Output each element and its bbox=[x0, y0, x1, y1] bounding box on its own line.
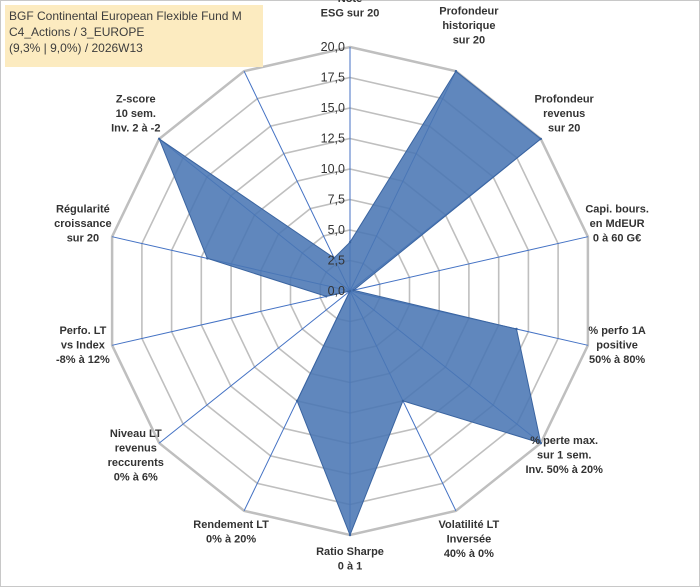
axis-label-line: 40% à 0% bbox=[444, 548, 494, 560]
data-point-13 bbox=[158, 137, 161, 141]
fund-performance: (9,3% | 9,0%) / 2026W13 bbox=[9, 41, 143, 55]
data-point-7 bbox=[401, 399, 405, 403]
axis-label-line: 50% à 80% bbox=[589, 354, 645, 366]
axis-label-line: Inv. 2 à -2 bbox=[111, 122, 160, 134]
tick-label: 5,0 bbox=[328, 223, 345, 237]
axis-label-line: Ratio Sharpe bbox=[316, 546, 384, 558]
fund-name: BGF Continental European Flexible Fund M bbox=[9, 9, 242, 23]
data-point-8 bbox=[348, 533, 352, 537]
fund-category: C4_Actions / 3_EUROPE bbox=[9, 25, 145, 39]
data-point-11 bbox=[325, 295, 328, 298]
axis-label-line: 0% à 20% bbox=[206, 533, 256, 545]
data-point-3 bbox=[539, 137, 542, 141]
chart-title-box: BGF Continental European Flexible Fund M… bbox=[5, 5, 263, 67]
data-point-5 bbox=[515, 327, 518, 331]
axis-label-11: Perfo. LT vs Index -8% à 12% bbox=[56, 325, 110, 366]
axis-label-1: Note ESG sur 20 bbox=[321, 0, 380, 20]
axis-label-line: historique bbox=[442, 20, 495, 32]
axis-label-line: 0% à 6% bbox=[114, 471, 158, 483]
spoke-4 bbox=[349, 236, 589, 292]
axis-label-3: Profondeur revenus sur 20 bbox=[535, 93, 595, 134]
axis-label-line: sur 20 bbox=[67, 232, 99, 244]
axis-label-line: revenus bbox=[543, 108, 585, 120]
axis-label-line: Volatilité LT bbox=[439, 519, 500, 531]
axis-label-line: sur 1 sem. bbox=[537, 450, 591, 462]
radar-area-group bbox=[158, 70, 542, 537]
axis-label-line: Profondeur bbox=[535, 93, 595, 105]
axis-label-line: vs Index bbox=[61, 340, 106, 352]
data-point-4 bbox=[352, 289, 355, 292]
axis-label-line: Note bbox=[338, 0, 362, 5]
axis-label-9: Rendement LT 0% à 20% bbox=[193, 519, 269, 546]
axis-label-line: positive bbox=[596, 340, 638, 352]
axis-label-6: % perte max. sur 1 sem. Inv. 50% à 20% bbox=[525, 435, 603, 476]
data-point-14 bbox=[332, 256, 336, 260]
axis-label-line: % perfo 1A bbox=[588, 325, 646, 337]
tick-label: 0,0 bbox=[328, 284, 345, 298]
axis-label-line: Régularité bbox=[56, 203, 110, 215]
axis-label-line: 0 à 1 bbox=[338, 561, 362, 573]
data-point-1 bbox=[348, 241, 352, 244]
axis-label-line: sur 20 bbox=[453, 35, 485, 47]
axis-label-line: % perte max. bbox=[530, 435, 598, 447]
tick-label: 10,0 bbox=[321, 162, 345, 176]
radar-tick-labels: 0,0 2,5 5,0 7,5 10,0 12,5 15,0 17,5 20,0 bbox=[321, 40, 345, 298]
spoke-10 bbox=[158, 290, 351, 444]
data-point-12 bbox=[206, 257, 209, 260]
axis-label-8: Ratio Sharpe 0 à 1 bbox=[316, 546, 384, 573]
axis-label-line: en MdEUR bbox=[590, 218, 645, 230]
tick-label: 20,0 bbox=[321, 40, 345, 54]
data-point-2 bbox=[454, 70, 458, 73]
axis-label-line: reccurents bbox=[108, 457, 164, 469]
axis-label-line: Niveau LT bbox=[110, 428, 162, 440]
axis-label-line: ESG sur 20 bbox=[321, 8, 380, 20]
tick-label: 12,5 bbox=[321, 132, 345, 146]
axis-label-line: sur 20 bbox=[548, 122, 580, 134]
axis-label-line: croissance bbox=[54, 218, 111, 230]
tick-label: 17,5 bbox=[321, 71, 345, 85]
axis-label-line: 0 à 60 G€ bbox=[593, 232, 641, 244]
axis-label-line: Z-score bbox=[116, 93, 156, 105]
axis-label-line: Profondeur bbox=[439, 6, 499, 18]
tick-label: 2,5 bbox=[328, 254, 345, 268]
spoke-14 bbox=[243, 70, 351, 292]
axis-label-7: Volatilité LT Inversée 40% à 0% bbox=[439, 519, 500, 560]
axis-label-5: % perfo 1A positive 50% à 80% bbox=[588, 325, 646, 366]
axis-label-line: -8% à 12% bbox=[56, 354, 110, 366]
data-point-10 bbox=[348, 289, 352, 293]
axis-label-10: Niveau LT revenus reccurents 0% à 6% bbox=[108, 428, 164, 484]
axis-label-line: 10 sem. bbox=[116, 108, 156, 120]
axis-label-2: Profondeur historique sur 20 bbox=[439, 6, 499, 47]
spoke-11 bbox=[111, 290, 351, 346]
axis-label-line: Capi. bours. bbox=[585, 203, 649, 215]
axis-label-line: Perfo. LT bbox=[59, 325, 106, 337]
tick-label: 15,0 bbox=[321, 101, 345, 115]
axis-label-line: revenus bbox=[115, 442, 157, 454]
axis-label-12: Régularité croissance sur 20 bbox=[54, 203, 111, 244]
tick-label: 7,5 bbox=[328, 193, 345, 207]
axis-label-line: Inversée bbox=[447, 533, 492, 545]
axis-label-line: Inv. 50% à 20% bbox=[525, 464, 603, 476]
axis-label-4: Capi. bours. en MdEUR 0 à 60 G€ bbox=[585, 203, 649, 244]
axis-label-line: Rendement LT bbox=[193, 519, 269, 531]
axis-label-13: Z-score 10 sem. Inv. 2 à -2 bbox=[111, 93, 160, 134]
data-point-6 bbox=[539, 441, 542, 445]
data-point-9 bbox=[295, 399, 299, 403]
